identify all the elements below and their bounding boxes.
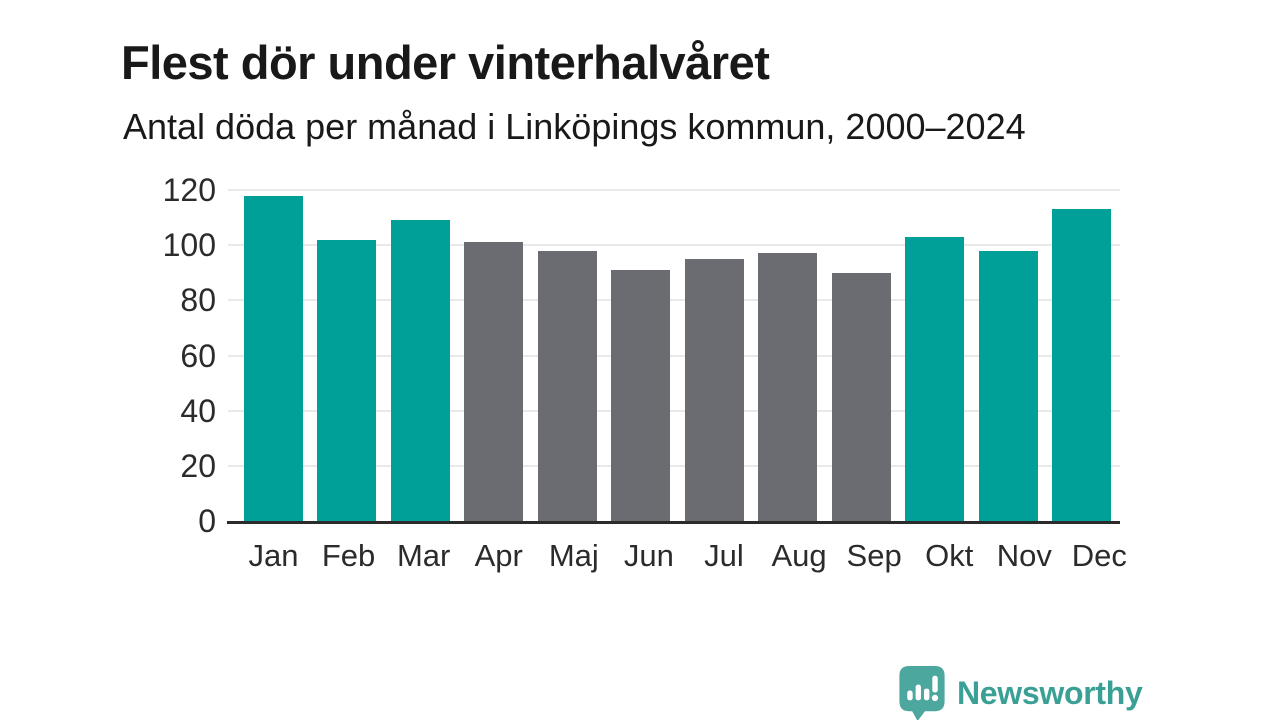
gridline [228, 299, 1120, 302]
bar-okt [905, 236, 965, 521]
plot-area [227, 189, 1120, 524]
bar-dec [1051, 209, 1111, 521]
bars-container [235, 190, 1120, 521]
bar-jan [244, 195, 303, 521]
brand-name: Newsworthy [957, 675, 1143, 711]
x-tick-label: Mar [396, 538, 451, 573]
y-axis-labels: 0 20 40 60 80 100 120 [130, 172, 216, 539]
y-tick-label: 60 [180, 337, 216, 374]
x-tick-label: Maj [548, 538, 599, 573]
gridline [228, 354, 1120, 357]
x-tick-label: Jun [623, 538, 674, 573]
gridline [228, 189, 1120, 191]
brand-logo: Newsworthy [898, 665, 1143, 720]
bar-mar [390, 220, 450, 521]
x-tick-label: Jul [704, 538, 744, 573]
x-tick-label: Dec [1071, 538, 1127, 573]
x-axis-labels: Jan Feb Mar Apr Maj Jun Jul Aug Sep Okt Nov Dec [235, 538, 1138, 574]
y-tick-label: 40 [180, 392, 216, 429]
x-tick-label: Apr [474, 538, 523, 573]
gridline [228, 409, 1120, 412]
bar-apr [464, 242, 524, 521]
x-tick-label: Feb [321, 538, 376, 573]
x-tick-label: Nov [996, 538, 1052, 573]
bar-sep [831, 272, 891, 521]
bar-jun [611, 270, 671, 521]
chart-subtitle: Antal döda per månad i Linköpings kommun… [123, 106, 1026, 147]
bar-jul [684, 258, 744, 521]
y-tick-label: 80 [180, 282, 216, 319]
chart-title: Flest dör under vinterhalvåret [121, 36, 770, 90]
x-tick-label: Aug [771, 538, 827, 573]
bar-feb [317, 239, 377, 521]
y-tick-label: 20 [180, 447, 216, 484]
x-tick-label: Sep [846, 538, 902, 573]
bar-nov [978, 250, 1038, 521]
y-tick-label: 100 [162, 227, 216, 264]
bar-maj [537, 250, 597, 521]
bar-aug [758, 253, 818, 521]
gridline [228, 464, 1120, 467]
y-tick-label: 0 [198, 503, 216, 539]
gridline [228, 244, 1120, 247]
y-tick-label: 120 [162, 172, 216, 208]
newsworthy-icon [899, 665, 945, 720]
x-tick-label: Okt [925, 538, 974, 573]
x-tick-label: Jan [248, 538, 299, 573]
